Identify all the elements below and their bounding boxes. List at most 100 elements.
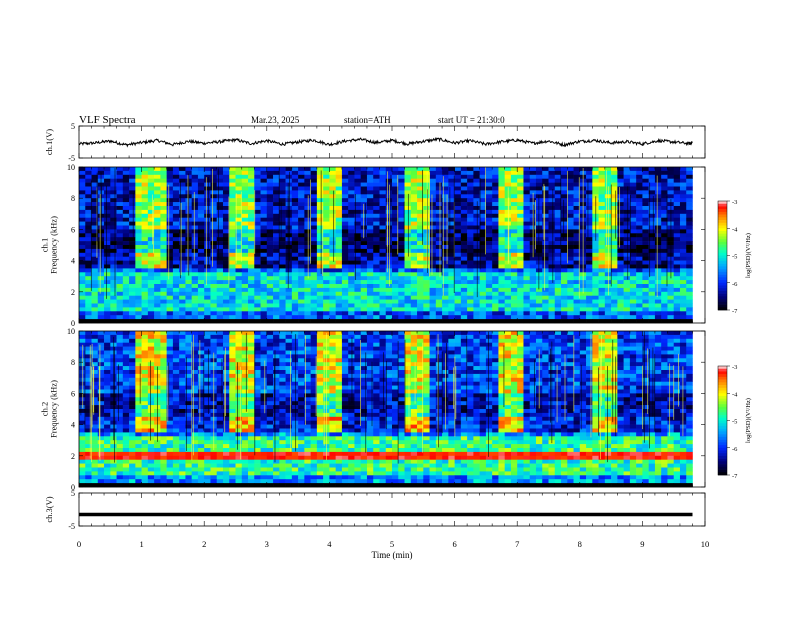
spectrogram-cell xyxy=(611,190,618,194)
spectrogram-cell xyxy=(79,335,86,339)
spectrogram-cell xyxy=(311,167,318,171)
spectrogram-cell xyxy=(336,190,343,194)
spectrogram-cell xyxy=(473,190,480,194)
spectrogram-cell xyxy=(129,272,136,276)
spectrogram-cell xyxy=(636,265,643,269)
spectrogram-cell xyxy=(592,339,599,343)
spectrogram-cell xyxy=(304,268,311,272)
spectrogram-cell xyxy=(517,351,524,355)
spectrogram-cell xyxy=(530,292,537,296)
spectrogram-cell xyxy=(536,226,543,230)
spectrogram-cell xyxy=(436,343,443,347)
spectrogram-cell xyxy=(592,179,599,183)
spectrogram-cell xyxy=(254,226,261,230)
spectrogram-cell xyxy=(599,276,606,280)
spectrogram-cell xyxy=(636,210,643,214)
spectrogram-cell xyxy=(655,351,662,355)
spectrogram-cell xyxy=(85,241,92,245)
spectrogram-cell xyxy=(379,206,386,210)
spectrogram-cell xyxy=(398,292,405,296)
spectrogram-cell xyxy=(473,347,480,351)
spectrogram-cell xyxy=(298,214,305,218)
spectrogram-cell xyxy=(567,315,574,319)
spectrogram-cell xyxy=(210,347,217,351)
spectrogram-cell xyxy=(110,167,117,171)
spectrogram-cell xyxy=(411,218,418,222)
spectrogram-cell xyxy=(674,339,681,343)
spectrogram-cell xyxy=(135,206,142,210)
spectrogram-cell xyxy=(317,335,324,339)
spectrogram-cell xyxy=(599,190,606,194)
spectrogram-cell xyxy=(430,249,437,253)
spectrogram-cell xyxy=(104,339,111,343)
spectrogram-cell xyxy=(329,339,336,343)
spectrogram-cell xyxy=(298,194,305,198)
spectrogram-cell xyxy=(229,358,236,362)
spectrogram-cell xyxy=(473,265,480,269)
spectrogram-cell xyxy=(517,265,524,269)
spectrogram-cell xyxy=(461,296,468,300)
spectrogram-cell xyxy=(204,284,211,288)
spectrogram-cell xyxy=(167,237,174,241)
spectrogram-cell xyxy=(392,343,399,347)
spectrogram-cell xyxy=(536,292,543,296)
spectrogram-cell xyxy=(123,339,130,343)
spectrogram-cell xyxy=(279,249,286,253)
spectrogram-cell xyxy=(198,229,205,233)
spectrogram-cell xyxy=(323,179,330,183)
spectrogram-cell xyxy=(686,257,693,261)
spectrogram-cell xyxy=(505,292,512,296)
spectrogram-cell xyxy=(505,268,512,272)
spectrogram-cell xyxy=(373,179,380,183)
spectrogram-cell xyxy=(142,210,149,214)
spectrogram-cell xyxy=(254,210,261,214)
spectrogram-cell xyxy=(273,335,280,339)
spectrogram-cell xyxy=(367,167,374,171)
spectrogram-cell xyxy=(192,198,199,202)
spectrogram-cell xyxy=(273,292,280,296)
spectrogram-cell xyxy=(530,167,537,171)
spectrogram-cell xyxy=(642,214,649,218)
spectrogram-cell xyxy=(348,300,355,304)
spectrogram-cell xyxy=(592,268,599,272)
spectrogram-cell xyxy=(423,288,430,292)
spectrogram-cell xyxy=(574,304,581,308)
spectrogram-cell xyxy=(386,261,393,265)
spectrogram-cell xyxy=(655,202,662,206)
spectrogram-cell xyxy=(624,347,631,351)
spectrogram-cell xyxy=(135,167,142,171)
spectrogram-cell xyxy=(342,171,349,175)
spectrogram-cell xyxy=(167,190,174,194)
spectrogram-cell xyxy=(317,304,324,308)
spectrogram-cell xyxy=(167,311,174,315)
spectrogram-cell xyxy=(117,167,124,171)
spectrogram-cell xyxy=(336,315,343,319)
spectrogram-cell xyxy=(511,253,518,257)
spectrogram-cell xyxy=(611,300,618,304)
spectrogram-cell xyxy=(210,339,217,343)
spectrogram-cell xyxy=(599,187,606,191)
spectrogram-cell xyxy=(617,307,624,311)
spectrogram-cell xyxy=(92,304,99,308)
spectrogram-cell xyxy=(630,171,637,175)
spectrogram-cell xyxy=(273,280,280,284)
spectrogram-cell xyxy=(273,233,280,237)
spectrogram-cell xyxy=(655,167,662,171)
spectrogram-cell xyxy=(185,276,192,280)
spectrogram-cell xyxy=(173,280,180,284)
spectrogram-cell xyxy=(674,210,681,214)
spectrogram-cell xyxy=(261,222,268,226)
spectrogram-cell xyxy=(567,206,574,210)
spectrogram-cell xyxy=(129,331,136,335)
spectrogram-cell xyxy=(179,179,186,183)
spectrogram-cell xyxy=(523,261,530,265)
spectrogram-cell xyxy=(198,202,205,206)
spectrogram-cell xyxy=(624,218,631,222)
spectrogram-cell xyxy=(286,296,293,300)
spectrogram-cell xyxy=(229,315,236,319)
spectrogram-cell xyxy=(517,190,524,194)
spectrogram-cell xyxy=(79,307,86,311)
spectrogram-cell xyxy=(286,351,293,355)
spectrogram-cell xyxy=(517,280,524,284)
spectrogram-cell xyxy=(405,245,412,249)
